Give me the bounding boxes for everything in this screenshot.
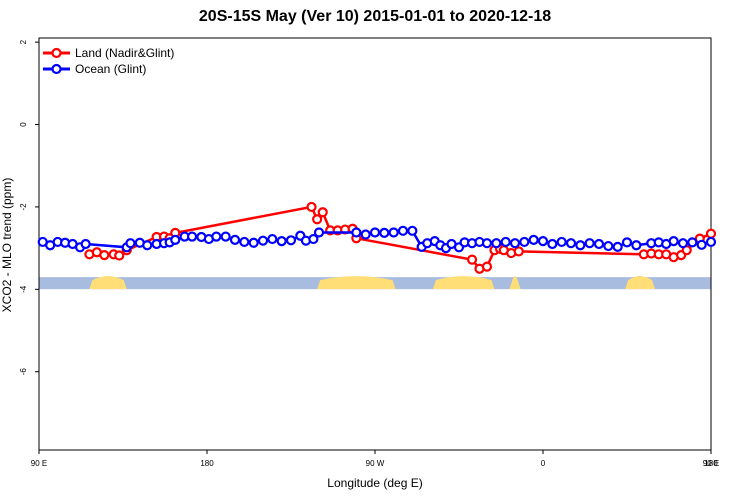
ocean-point [379, 227, 390, 238]
ocean-point [481, 238, 493, 249]
land-mask-segment [432, 276, 495, 290]
ocean-point [584, 238, 595, 249]
legend-label: Land (Nadir&Glint) [75, 46, 174, 60]
ocean-point [239, 236, 250, 248]
ocean-point [621, 237, 633, 248]
y-tick-label: -4 [19, 285, 28, 293]
ocean-point [565, 238, 577, 249]
land-point [114, 250, 125, 261]
ocean-point [351, 227, 362, 238]
ocean-point [276, 236, 287, 247]
ocean-point [556, 236, 567, 248]
ocean-point [519, 236, 530, 248]
ocean-point [593, 238, 605, 250]
ocean-point [668, 236, 679, 247]
chart-title: 20S-15S May (Ver 10) 2015-01-01 to 2020-… [198, 8, 552, 25]
legend-swatch-marker [51, 63, 62, 75]
land-point [317, 207, 328, 218]
ocean-point [705, 236, 717, 248]
land-mask-segment [625, 276, 655, 290]
ocean-point [308, 233, 319, 245]
ocean-point [220, 231, 231, 242]
ocean-point [397, 225, 409, 236]
ocean-point [360, 229, 371, 240]
ocean-point [313, 227, 325, 238]
x-tick-label: 90 E [703, 459, 719, 468]
land-point [481, 261, 493, 272]
ocean-point [80, 238, 91, 250]
x-axis-label: Longitude (deg E) [327, 476, 423, 490]
ocean-point [500, 236, 511, 248]
land-point [705, 228, 717, 239]
land-mask-segment [509, 276, 521, 290]
ocean-point [631, 240, 642, 251]
ocean-point [547, 238, 558, 250]
land-point [306, 201, 317, 213]
y-tick-label: -2 [19, 203, 28, 211]
ocean-point [677, 238, 689, 249]
x-tick-label: 0 [541, 459, 546, 468]
land-mask-segment [317, 276, 396, 290]
ocean-point [491, 238, 502, 249]
ocean-point [509, 238, 521, 249]
ocean-point [211, 231, 222, 242]
x-tick-label: 90 W [366, 459, 385, 468]
y-tick-label: -6 [19, 368, 28, 376]
x-tick-label: 180 [704, 459, 718, 468]
ocean-point [125, 238, 136, 249]
ocean-point [612, 241, 623, 252]
ocean-point [407, 225, 418, 236]
y-tick-label: 0 [19, 122, 28, 127]
ocean-point [186, 231, 198, 242]
x-tick-label: 90 E [31, 459, 47, 468]
ocean-point [267, 233, 278, 245]
ocean-point [229, 234, 241, 245]
legend-swatch-marker [51, 47, 62, 59]
legend-label: Ocean (Glint) [75, 62, 146, 76]
ocean-point [388, 227, 399, 238]
ocean-point [248, 237, 259, 248]
land-point [466, 254, 478, 265]
ocean-point [142, 240, 153, 251]
ocean-point [575, 240, 586, 251]
ocean-point [687, 237, 698, 248]
ocean-point [696, 239, 707, 250]
ocean-point [537, 236, 549, 247]
ocean-point [603, 240, 614, 252]
land-point [513, 246, 524, 257]
ocean-point [257, 235, 269, 246]
land-point [312, 214, 323, 225]
ocean-point [285, 235, 297, 246]
land-point [99, 250, 110, 261]
ocean-point [170, 234, 181, 245]
ocean-point [369, 227, 381, 238]
y-tick-label: 2 [19, 39, 28, 44]
land-mask-segment [89, 276, 127, 290]
x-tick-label: 180 [200, 459, 214, 468]
ocean-point [528, 234, 539, 245]
